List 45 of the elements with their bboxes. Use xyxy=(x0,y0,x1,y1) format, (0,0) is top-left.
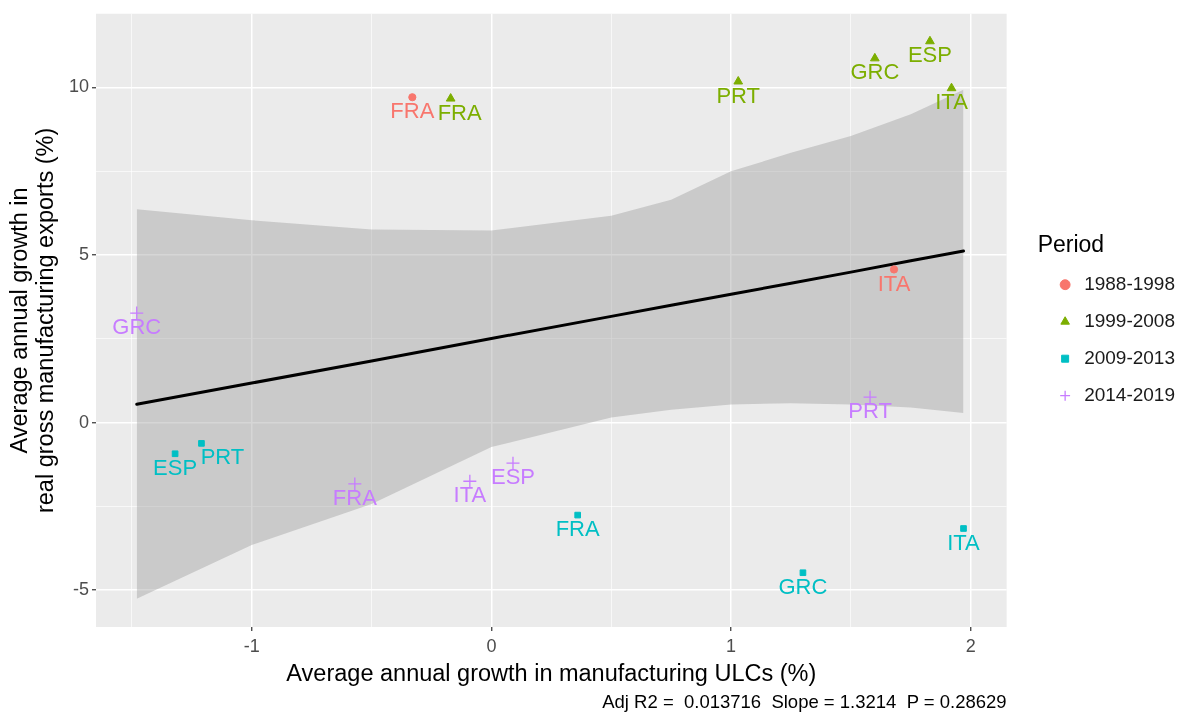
x-tick-label: 1 xyxy=(726,635,737,656)
point xyxy=(445,93,456,102)
legend-title: Period xyxy=(1037,231,1105,258)
data-label: GRC xyxy=(850,59,900,85)
point xyxy=(799,569,807,577)
legend-label: 2014-2019 xyxy=(1084,383,1176,405)
data-label: FRA xyxy=(332,484,378,510)
text: Adj R2 = 0.013716 Slope = 1.3214 P = 0.28629 xyxy=(602,691,1007,713)
y-tick-label: 5 xyxy=(78,244,89,265)
point xyxy=(171,450,179,458)
legend-label: 1999-2008 xyxy=(1084,309,1176,331)
data-label: ITA xyxy=(947,529,981,555)
data-label: FRA xyxy=(555,516,601,542)
point xyxy=(198,440,205,447)
data-label: PRT xyxy=(200,444,245,470)
point xyxy=(408,93,417,102)
data-label: ITA xyxy=(453,482,487,508)
data-label: GRC xyxy=(778,573,828,599)
legend-label: 2009-2013 xyxy=(1084,346,1176,368)
point xyxy=(960,525,967,532)
data-label: ESP xyxy=(153,454,198,480)
point xyxy=(946,82,957,92)
point xyxy=(925,35,935,45)
y-tick-label: -5 xyxy=(72,579,89,600)
point xyxy=(574,511,582,519)
y-tick-label: 10 xyxy=(68,76,89,97)
data-label: ESP xyxy=(490,464,535,490)
data-label: FRA xyxy=(437,99,482,125)
y-tick-label: 0 xyxy=(78,411,89,432)
x-tick-label: -1 xyxy=(243,635,260,656)
data-label: ITA xyxy=(877,270,911,296)
x-axis-title: Average annual growth in manufacturing ULCs (%) xyxy=(286,659,817,686)
data-label: GRC xyxy=(112,314,162,340)
y-axis-title: Average annual growth in real gross manufacturing exports (%) xyxy=(6,127,58,514)
legend-label: 1988-1998 xyxy=(1084,272,1176,294)
data-label: ITA xyxy=(935,89,969,115)
data-label: PRT xyxy=(848,398,892,424)
x-tick-label: 0 xyxy=(486,635,497,656)
x-tick-label: 2 xyxy=(965,635,976,656)
data-label: ESP xyxy=(907,42,952,68)
point xyxy=(733,75,744,85)
data-label: PRT xyxy=(716,82,761,108)
point xyxy=(870,52,880,62)
point xyxy=(889,265,899,274)
data-label: FRA xyxy=(390,98,435,124)
